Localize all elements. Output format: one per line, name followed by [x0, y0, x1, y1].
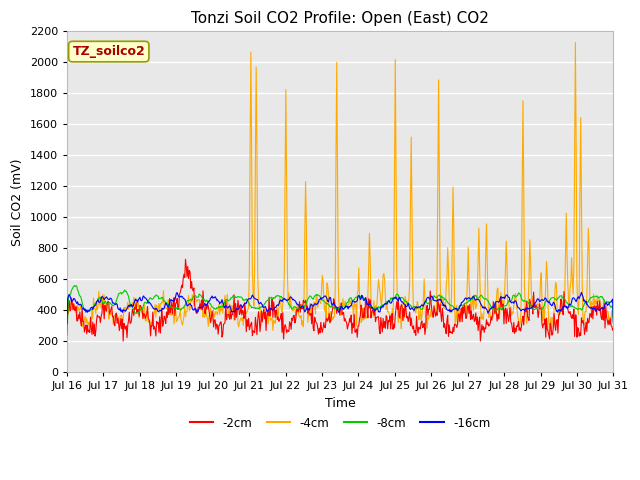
Text: TZ_soilco2: TZ_soilco2 — [72, 45, 145, 58]
Y-axis label: Soil CO2 (mV): Soil CO2 (mV) — [11, 158, 24, 245]
Title: Tonzi Soil CO2 Profile: Open (East) CO2: Tonzi Soil CO2 Profile: Open (East) CO2 — [191, 11, 489, 26]
X-axis label: Time: Time — [324, 396, 356, 409]
Legend: -2cm, -4cm, -8cm, -16cm: -2cm, -4cm, -8cm, -16cm — [185, 412, 495, 434]
